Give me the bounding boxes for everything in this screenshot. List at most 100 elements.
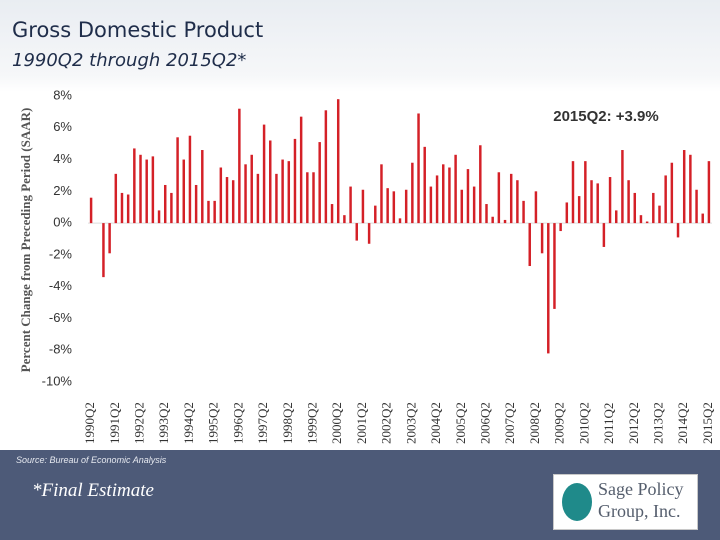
bar: [312, 172, 315, 224]
x-tick-label: 1995Q2: [206, 402, 221, 444]
bar: [114, 173, 118, 224]
bar: [633, 192, 637, 224]
bar: [485, 204, 488, 224]
x-tick-label: 1991Q2: [107, 402, 122, 444]
bar: [602, 223, 606, 247]
bar: [540, 223, 544, 254]
bar: [509, 173, 513, 224]
bar: [133, 148, 136, 224]
bar: [701, 213, 704, 224]
bar: [479, 145, 482, 224]
bar: [355, 223, 358, 241]
bar: [361, 189, 365, 224]
bar: [287, 161, 291, 224]
bar: [442, 164, 445, 224]
logo-text: Group, Inc.: [598, 501, 681, 521]
bar: [466, 169, 470, 224]
bar: [157, 210, 161, 224]
bar: [145, 159, 148, 224]
bar: [182, 159, 185, 224]
bar: [194, 184, 198, 224]
bar: [398, 218, 402, 224]
x-tick-label: 1997Q2: [255, 402, 270, 444]
bar: [238, 108, 241, 224]
bar: [534, 191, 538, 224]
bar: [281, 159, 284, 224]
bar: [262, 124, 266, 224]
bar: [207, 200, 210, 224]
x-tick-label: 2001Q2: [354, 402, 369, 444]
bar: [590, 180, 593, 224]
note: *Final Estimate: [32, 480, 154, 501]
bar: [491, 216, 494, 224]
bar: [559, 223, 562, 232]
bar: [188, 135, 192, 224]
bar: [448, 167, 451, 224]
bar: [621, 150, 624, 224]
x-tick-label: 2015Q2: [700, 402, 715, 444]
y-tick-label: -4%: [49, 278, 73, 293]
bar: [584, 161, 587, 224]
bar: [689, 154, 692, 224]
bar: [658, 205, 661, 224]
bar: [417, 113, 420, 224]
footer: Source: Bureau of Economic Analysis *Fin…: [0, 450, 720, 540]
bar: [547, 223, 550, 354]
bar: [522, 200, 525, 224]
bar: [695, 189, 698, 224]
subtitle: 1990Q2 through 2015Q2*: [12, 50, 247, 71]
x-tick-label: 1993Q2: [156, 402, 171, 444]
x-tick-label: 1992Q2: [131, 402, 146, 444]
y-tick-label: 0%: [53, 215, 72, 230]
bar: [275, 173, 278, 224]
bar: [404, 189, 408, 224]
bar: [497, 172, 501, 224]
bar: [213, 200, 216, 224]
x-tick-label: 1994Q2: [181, 402, 196, 444]
bar: [126, 194, 130, 224]
source: Source: Bureau of Economic Analysis: [16, 455, 167, 465]
bar: [170, 192, 173, 224]
y-tick-label: -8%: [49, 342, 73, 357]
bar: [299, 116, 303, 224]
bar: [392, 191, 396, 224]
bar: [664, 175, 667, 224]
y-tick-label: -6%: [49, 310, 73, 325]
bar: [151, 156, 155, 224]
x-tick-label: 1996Q2: [230, 402, 245, 444]
bar: [108, 223, 111, 254]
x-tick-label: 2011Q2: [601, 403, 616, 444]
bar: [460, 189, 464, 224]
bar: [676, 223, 680, 238]
bar: [225, 177, 229, 224]
bar: [516, 180, 519, 224]
bar: [627, 180, 630, 224]
bar: [577, 196, 581, 224]
bar: [367, 223, 371, 244]
y-tick-label: -10%: [42, 373, 73, 388]
x-tick-label: 2013Q2: [650, 402, 665, 444]
annotation: 2015Q2: +3.9%: [553, 108, 659, 125]
title: Gross Domestic Product: [12, 18, 264, 42]
bar: [670, 162, 674, 224]
x-tick-label: 1990Q2: [82, 402, 97, 444]
x-tick-label: 1998Q2: [280, 402, 295, 444]
y-axis-label: Percent Change from Preceding Period (SA…: [18, 108, 33, 373]
bar: [139, 154, 142, 224]
bar: [163, 184, 167, 224]
bar: [596, 183, 599, 224]
bar: [571, 161, 575, 224]
bar: [102, 223, 105, 278]
bar: [374, 205, 377, 224]
bar: [256, 173, 260, 224]
logo-text: Sage Policy: [598, 479, 684, 499]
bar: [386, 188, 389, 224]
y-tick-label: 6%: [53, 119, 72, 134]
bar: [293, 138, 297, 224]
y-tick-label: 2%: [53, 183, 72, 198]
bar: [503, 219, 507, 224]
y-tick-label: 4%: [53, 151, 72, 166]
bar: [454, 154, 457, 224]
bar: [429, 186, 433, 224]
